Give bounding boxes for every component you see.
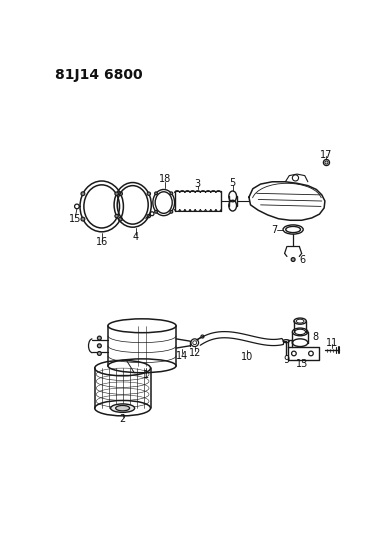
Circle shape	[323, 159, 330, 166]
Text: 81J14 6800: 81J14 6800	[55, 68, 143, 82]
Text: 14: 14	[176, 351, 189, 361]
Circle shape	[170, 211, 173, 213]
Text: 18: 18	[159, 174, 171, 184]
Text: 9: 9	[283, 356, 289, 366]
Text: 8: 8	[312, 332, 319, 342]
Text: 16: 16	[96, 237, 108, 247]
Text: 3: 3	[195, 179, 201, 189]
Circle shape	[98, 336, 101, 340]
Circle shape	[98, 352, 101, 356]
Text: 10: 10	[241, 352, 254, 361]
Ellipse shape	[111, 404, 134, 413]
Circle shape	[81, 217, 85, 221]
Ellipse shape	[116, 406, 130, 411]
Text: 15: 15	[69, 214, 82, 224]
Text: 4: 4	[133, 232, 139, 242]
Text: 5: 5	[230, 177, 236, 188]
Text: 17: 17	[320, 150, 333, 160]
Circle shape	[118, 192, 122, 196]
Text: 11: 11	[326, 338, 338, 348]
Circle shape	[154, 192, 158, 195]
Circle shape	[118, 217, 122, 221]
Text: 7: 7	[271, 224, 278, 235]
Circle shape	[115, 192, 118, 196]
Circle shape	[147, 192, 151, 196]
Circle shape	[81, 192, 85, 196]
Circle shape	[147, 214, 151, 217]
Text: 13: 13	[296, 359, 308, 369]
Circle shape	[201, 335, 204, 338]
Text: 1: 1	[143, 370, 149, 380]
Circle shape	[170, 192, 173, 195]
Text: 2: 2	[120, 414, 126, 424]
Circle shape	[98, 344, 101, 348]
Circle shape	[291, 257, 295, 262]
Circle shape	[154, 211, 158, 213]
Text: 12: 12	[189, 349, 201, 359]
Text: 6: 6	[299, 255, 305, 264]
Circle shape	[115, 214, 118, 217]
